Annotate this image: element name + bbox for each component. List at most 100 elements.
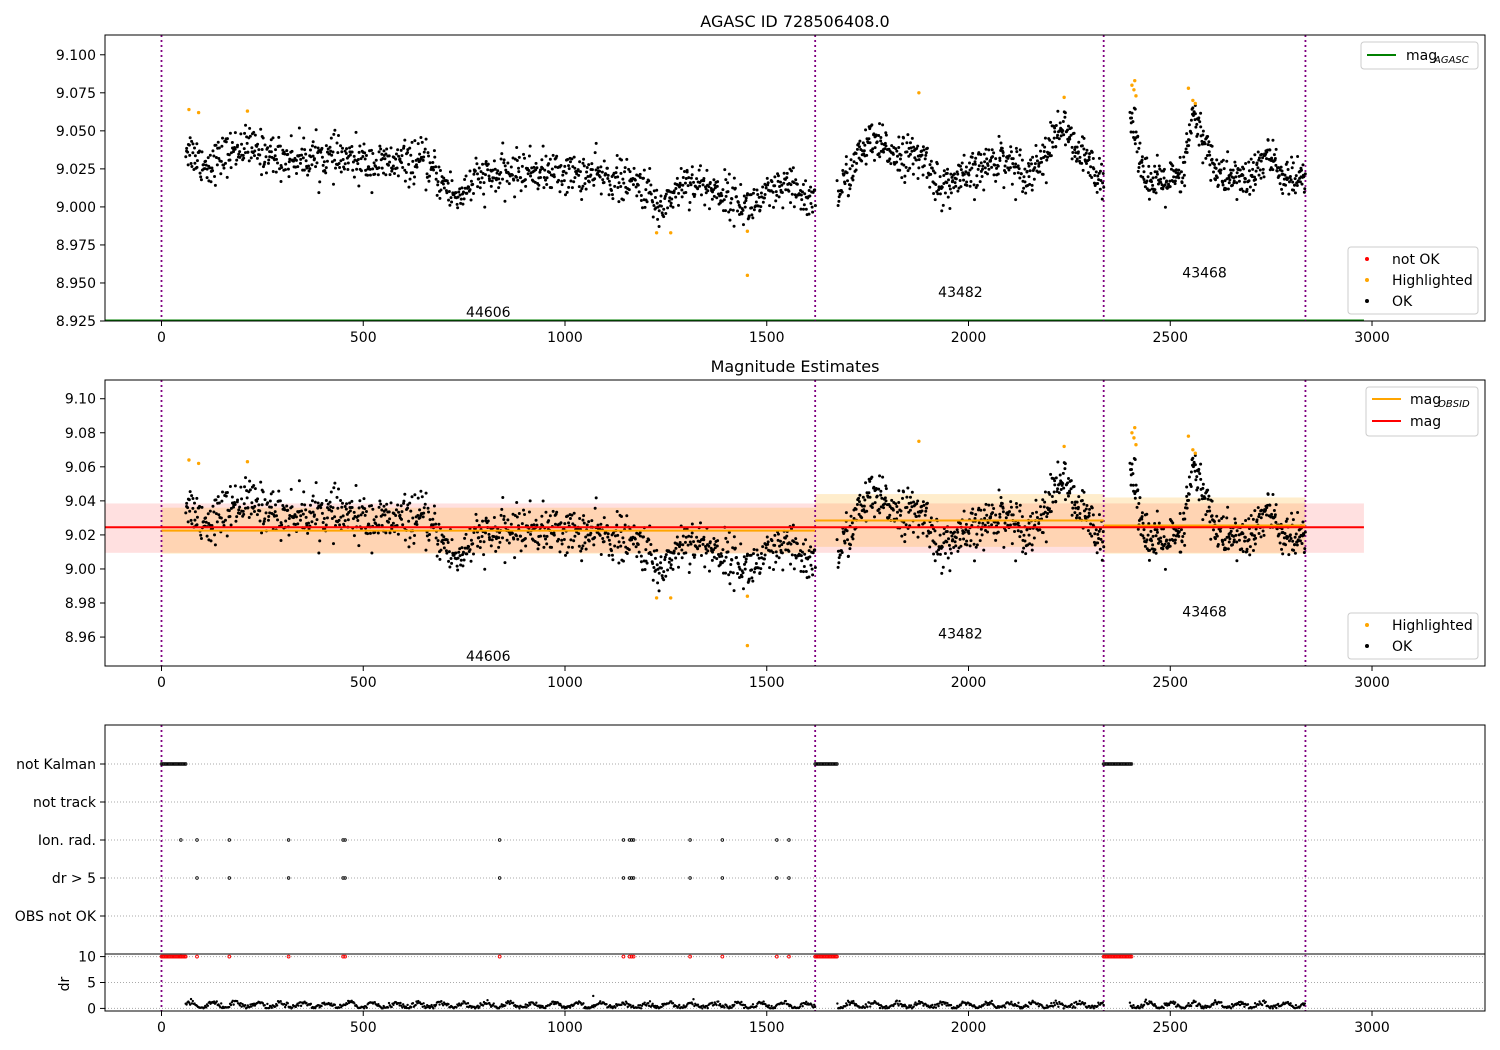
ok-point [911,172,915,176]
ok-point [628,170,632,174]
ok-point [662,570,666,574]
ok-point [403,179,407,183]
ok-point [406,506,410,510]
ok-point [674,187,678,191]
ok-point [873,515,877,519]
dr-flag-marker [835,954,839,959]
ok-point [1270,156,1274,160]
ok-point [1063,143,1067,147]
ok-point [544,510,548,514]
ok-point [651,561,655,565]
estimates-xtick-label: 3000 [1354,675,1390,691]
dr-point [691,1002,694,1006]
ok-point [1063,467,1067,471]
ok-point [1242,167,1246,171]
ok-point [517,155,521,159]
ok-point [942,532,946,536]
ok-point [1159,536,1163,540]
ok-point [297,126,301,130]
ok-point [998,512,1002,516]
ok-point [908,152,912,156]
ok-point [607,193,611,197]
ok-point [916,176,920,180]
ok-point [236,498,240,502]
ok-point [996,172,1000,176]
ok-point [257,148,261,152]
ok-point [729,563,733,567]
ok-point [881,123,885,127]
ok-point [636,543,640,547]
ok-point [693,553,697,557]
ok-point [1200,494,1204,498]
highlighted-point [1130,83,1134,87]
ok-point [1063,462,1067,466]
ok-point [219,516,223,520]
legend-label: OK [1392,294,1413,310]
ok-point [581,184,585,188]
ok-point [1028,542,1032,546]
ok-point [413,175,417,179]
ok-point [1047,507,1051,511]
flag-marker [195,838,199,842]
ok-point [1224,547,1228,551]
ok-point [604,172,608,176]
ok-point [530,523,534,527]
ok-point [266,501,270,505]
ok-point [708,540,712,544]
ok-point [426,506,430,510]
ok-point [1086,529,1090,533]
dr-point [405,1006,408,1010]
ok-point [447,559,451,563]
ok-point [903,174,907,178]
ok-point [641,535,645,539]
ok-point [1150,180,1154,184]
ok-point [716,539,720,543]
ok-point [895,149,899,153]
ok-point [478,539,482,543]
highlighted-point [1062,95,1066,100]
ok-point [1039,513,1043,517]
ok-point [1200,139,1204,143]
ok-point [655,563,659,567]
ok-point [441,182,445,186]
ok-point [1004,159,1008,163]
ok-point [836,204,840,208]
ok-point [434,177,438,181]
ok-point [870,150,874,154]
ok-point [602,516,606,520]
ok-point [238,150,242,154]
ok-point [373,172,377,176]
ok-point [609,188,613,192]
ok-point [246,150,250,154]
ok-point [350,145,354,149]
ok-point [809,202,813,206]
ok-point [299,157,303,161]
ok-point [310,520,314,524]
ok-point [431,517,435,521]
ok-point [1280,187,1284,191]
ok-point [649,543,653,547]
ok-point [730,197,734,201]
ok-point [1078,155,1082,159]
ok-point [1004,529,1008,533]
ok-point [1089,165,1093,169]
dr-point [263,1004,266,1007]
ok-point [351,168,355,172]
ok-point [340,150,344,154]
ok-point [515,158,519,162]
ok-point [663,558,667,562]
ok-point [577,185,581,189]
ok-point [1080,144,1084,148]
ok-point [631,542,635,546]
ok-point [483,567,487,571]
ok-point [253,487,257,491]
ok-point [503,199,507,203]
ok-point [758,208,762,212]
ok-point [1179,550,1183,554]
ok-point [1056,109,1060,113]
ok-point [752,570,756,574]
ok-point [1229,171,1233,175]
ok-point [878,474,882,478]
ok-point [391,521,395,525]
dr-point [582,1002,585,1005]
